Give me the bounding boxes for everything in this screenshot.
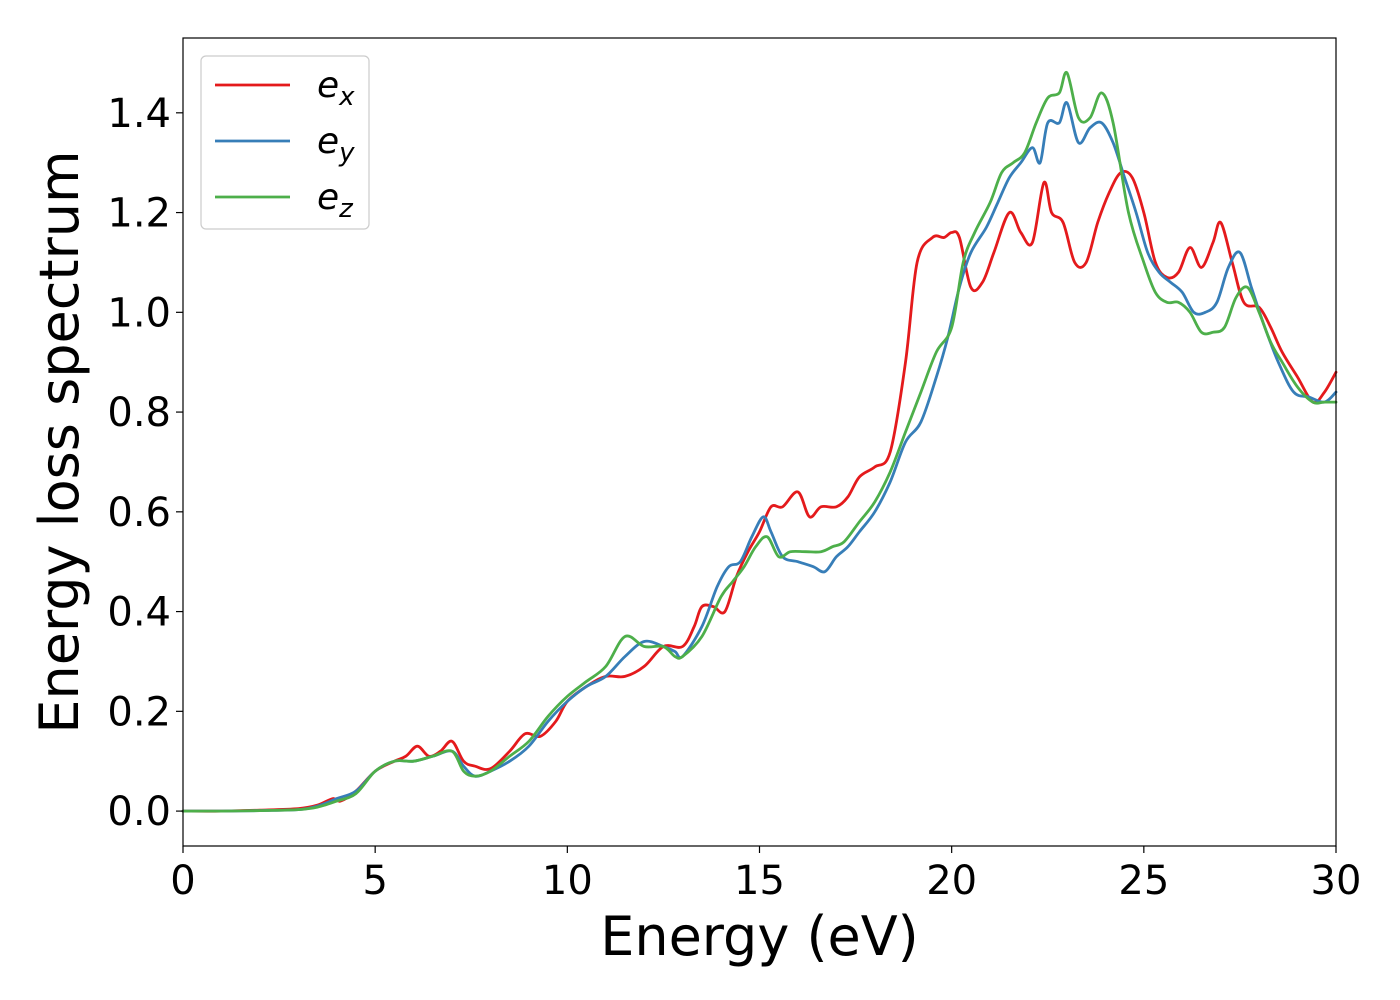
series-line-z: [181, 71, 1338, 813]
y-tick-label: 0.6: [107, 490, 171, 536]
legend: ex ey ez: [200, 55, 370, 230]
y-tick-label: 0.2: [107, 689, 171, 735]
series-layer: [181, 71, 1338, 813]
x-tick-label: 15: [734, 858, 785, 904]
x-tick-label: 30: [1311, 858, 1362, 904]
x-tick-label: 0: [170, 858, 195, 904]
x-tick-label: 20: [926, 858, 977, 904]
legend-label-y: ey: [317, 121, 355, 168]
y-tick-label: 1.2: [107, 191, 171, 237]
legend-box: [200, 55, 370, 230]
y-tick-label: 0.4: [107, 590, 171, 636]
y-axis-ticks: 0.0 0.2 0.4 0.6 0.8 1.0 1.2 1.4: [107, 91, 183, 835]
y-tick-label: 1.4: [107, 91, 171, 137]
legend-label-x: ex: [317, 65, 355, 112]
series-line-x: [181, 170, 1338, 813]
x-axis-label: Energy (eV): [600, 905, 919, 968]
y-tick-label: 0.8: [107, 390, 171, 436]
y-axis-label: Energy loss spectrum: [28, 150, 91, 733]
x-tick-label: 25: [1118, 858, 1169, 904]
legend-label-z: ez: [317, 177, 354, 224]
x-tick-label: 5: [362, 858, 387, 904]
y-tick-label: 1.0: [107, 290, 171, 336]
x-axis-ticks: 0 5 10 15 20 25 30: [170, 846, 1361, 904]
y-tick-label: 0.0: [107, 789, 171, 835]
x-tick-label: 10: [542, 858, 593, 904]
